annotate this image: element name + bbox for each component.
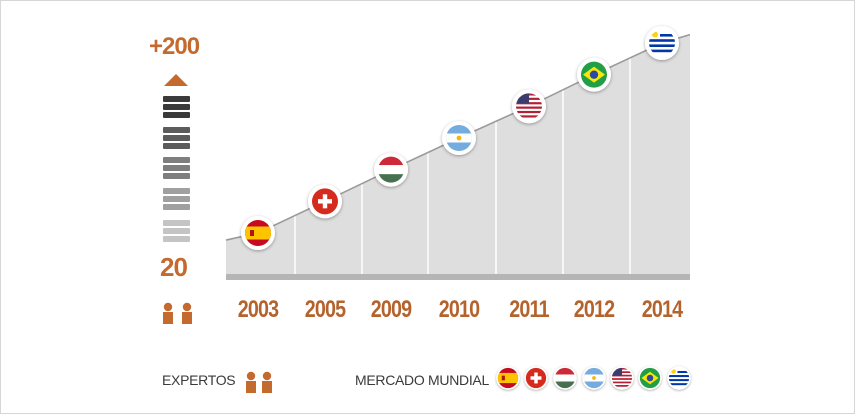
scale-bar (163, 143, 190, 149)
hungary-flag-marker-icon (374, 152, 408, 187)
scale-bar (163, 127, 190, 133)
scale-bar (163, 220, 190, 226)
argentina-flag-legend-icon (582, 366, 606, 390)
scale-max-label: +200 (149, 33, 200, 60)
spain-flag-marker-icon (241, 216, 275, 250)
usa-flag-marker-icon (512, 89, 546, 124)
year-label-2005: 2005 (304, 296, 346, 323)
scale-bar (163, 236, 190, 242)
scale-bar (163, 228, 190, 234)
scale-bar (163, 204, 190, 210)
scale-up-arrow-icon (164, 74, 188, 86)
chart-area (225, 33, 691, 280)
year-label-2010: 2010 (438, 296, 480, 323)
scale-bar (163, 165, 190, 171)
markets-legend-label: MERCADO MUNDIAL (355, 372, 489, 388)
uruguay-flag-marker-icon (645, 26, 679, 60)
year-label-2014: 2014 (641, 296, 683, 323)
scale-bar (163, 104, 190, 110)
scale-bar (163, 135, 190, 141)
year-label-2012: 2012 (573, 296, 615, 323)
year-label-2003: 2003 (237, 296, 279, 323)
scale-bar (163, 112, 190, 118)
spain-flag-legend-icon (496, 366, 520, 390)
uruguay-flag-legend-icon (667, 366, 691, 390)
experts-legend-label: EXPERTOS (162, 372, 236, 388)
brazil-flag-legend-icon (638, 366, 662, 390)
flag-markers (241, 26, 679, 250)
scale-bar (163, 196, 190, 202)
scale-bar (163, 96, 190, 102)
usa-flag-legend-icon (610, 366, 634, 390)
argentina-flag-marker-icon (442, 121, 476, 155)
scale-min-label: 20 (160, 252, 188, 282)
experts-people-icon (163, 302, 192, 324)
year-label-2011: 2011 (509, 296, 549, 323)
year-label-2009: 2009 (370, 296, 412, 323)
scale-bar (163, 173, 190, 179)
baseline-bar (226, 274, 690, 280)
hungary-flag-legend-icon (553, 366, 577, 390)
switzerland-flag-legend-icon (524, 366, 548, 390)
scale-bar (163, 188, 190, 194)
brazil-flag-marker-icon (577, 57, 611, 92)
scale-bar (163, 157, 190, 163)
experts-scale-stack (163, 96, 190, 242)
market-legend-flags (496, 366, 691, 390)
experts-legend-people-icon (246, 371, 272, 393)
switzerland-flag-marker-icon (308, 184, 342, 219)
